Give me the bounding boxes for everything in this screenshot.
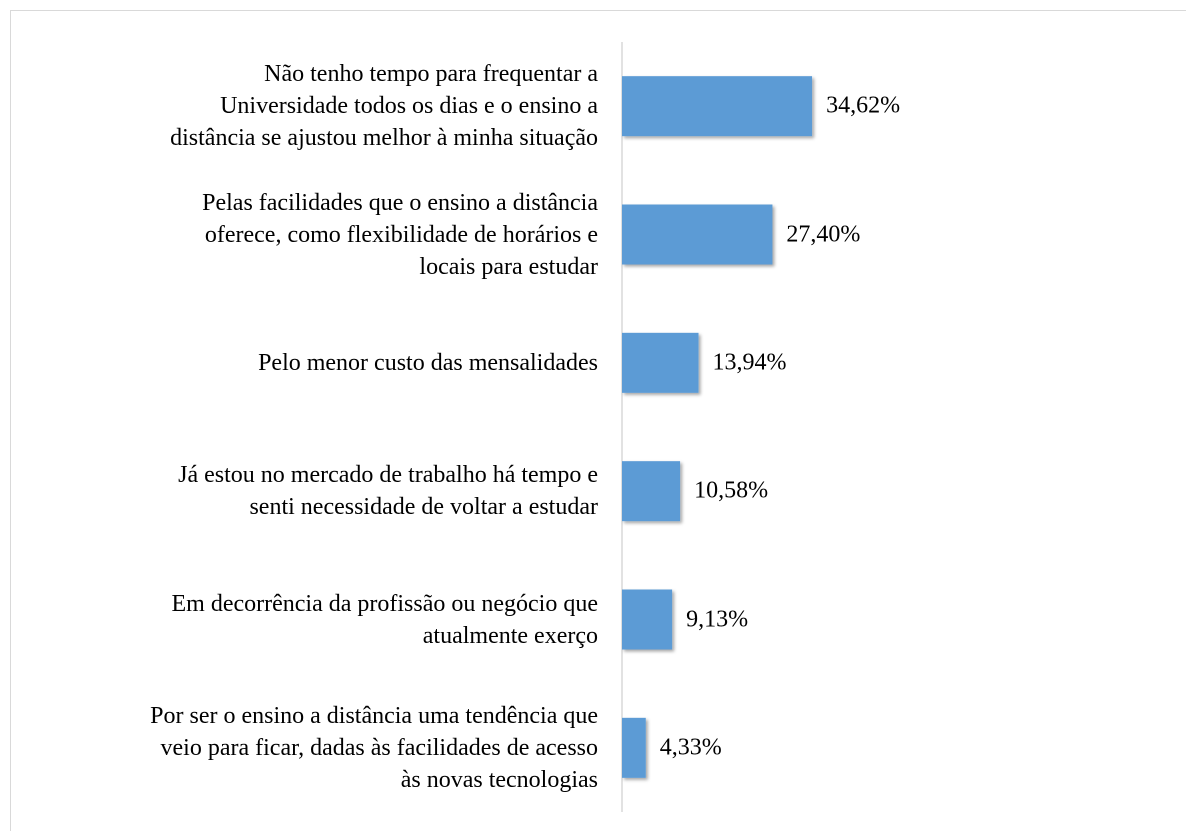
bar (622, 461, 681, 522)
bar (622, 589, 673, 650)
value-label: 27,40% (786, 221, 861, 247)
chart-border (10, 10, 1186, 831)
value-label: 9,13% (686, 606, 749, 632)
bar (622, 717, 646, 778)
bar (622, 204, 773, 265)
value-label: 4,33% (659, 734, 722, 761)
category-label: Por ser o ensino a distância uma tendênc… (150, 702, 598, 793)
value-label: 13,94% (712, 349, 787, 376)
value-label: 10,58% (694, 477, 769, 504)
value-label: 34,62% (826, 92, 901, 119)
category-label: Pelo menor custo das mensalidades (258, 349, 598, 376)
category-label: Em decorrência da profissão ou negócio q… (171, 590, 598, 649)
bar (622, 76, 813, 137)
category-label: Já estou no mercado de trabalho há tempo… (178, 462, 598, 521)
bar (622, 332, 699, 393)
category-label: Não tenho tempo para frequentar a Univer… (170, 61, 598, 152)
category-label: Pelas facilidades que o ensino a distânc… (202, 189, 598, 280)
